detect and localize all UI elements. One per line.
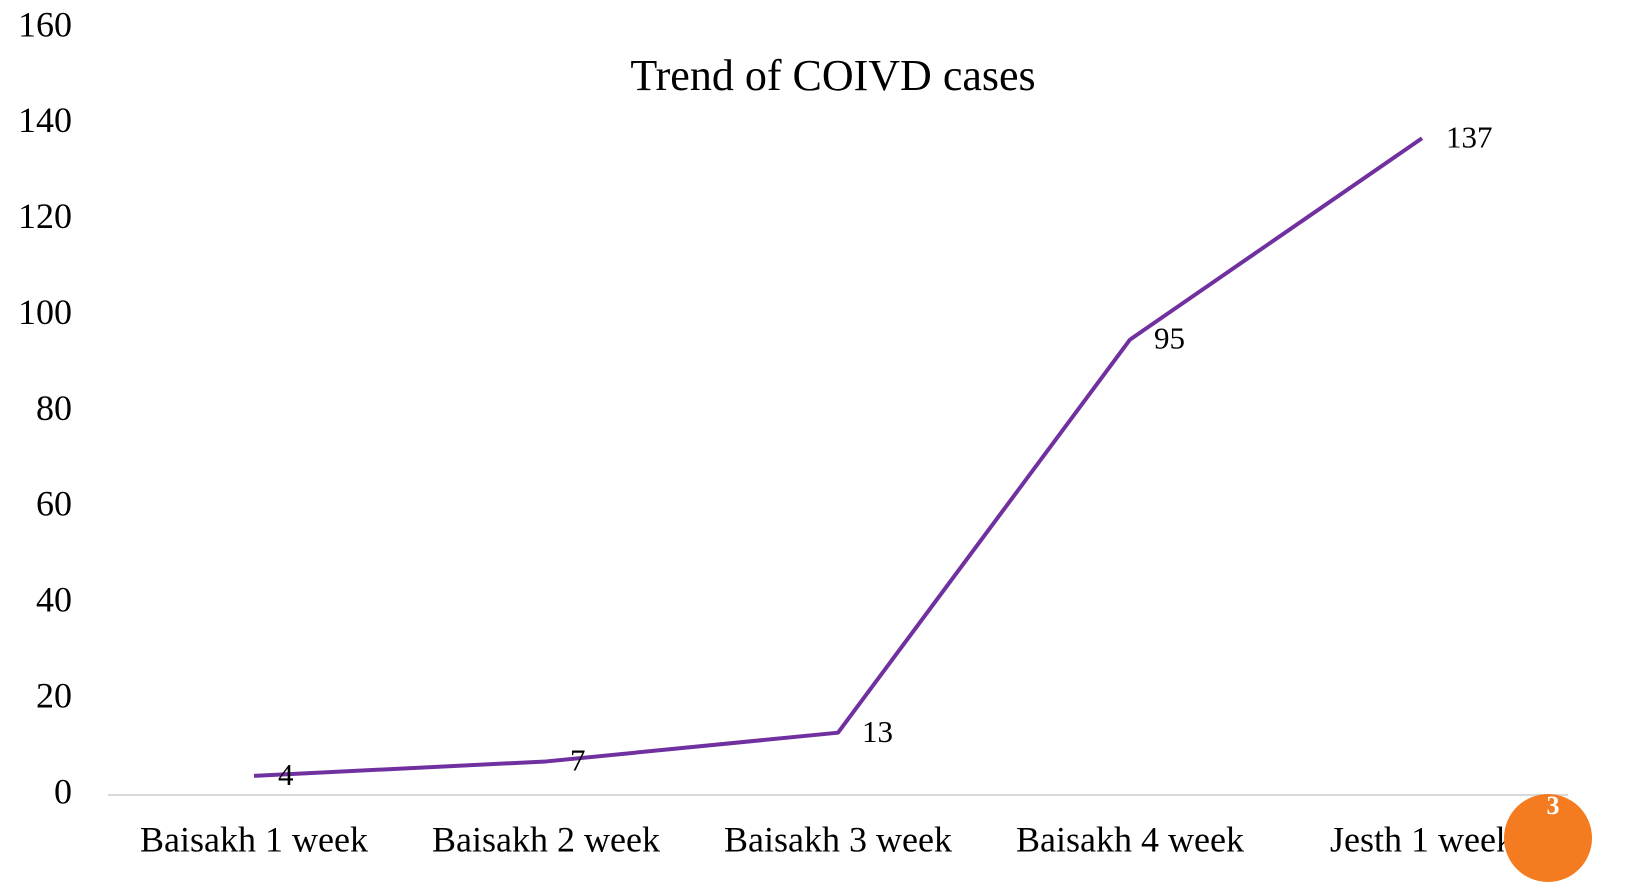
y-tick-label: 140	[18, 100, 72, 140]
x-tick-label: Baisakh 3 week	[724, 819, 952, 859]
data-label: 137	[1446, 119, 1493, 154]
page-badge	[1504, 794, 1592, 882]
x-tick-label: Baisakh 2 week	[432, 819, 660, 859]
line-series	[253, 136, 1424, 778]
y-tick-label: 0	[54, 771, 72, 811]
data-label: 95	[1154, 321, 1185, 356]
y-tick-label: 100	[18, 292, 72, 332]
y-tick-label: 120	[18, 196, 72, 236]
y-tick-label: 40	[36, 580, 72, 620]
y-tick-label: 60	[36, 484, 72, 524]
y-tick-label: 80	[36, 388, 72, 428]
page-number: 3	[1547, 791, 1560, 820]
y-tick-label: 20	[36, 675, 72, 715]
x-tick-label: Baisakh 1 week	[140, 819, 368, 859]
data-label: 7	[570, 743, 586, 778]
chart-title: Trend of COIVD cases	[630, 51, 1035, 100]
y-tick-label: 160	[18, 4, 72, 44]
data-label: 4	[278, 757, 294, 792]
x-tick-label: Baisakh 4 week	[1016, 819, 1244, 859]
x-tick-label: Jesth 1 week	[1330, 819, 1514, 859]
data-label: 13	[862, 714, 893, 749]
